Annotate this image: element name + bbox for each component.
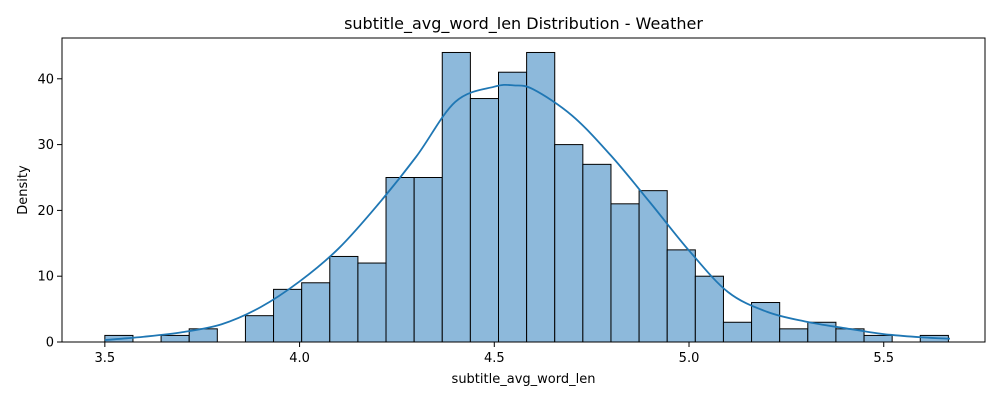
histogram-bar (610, 203, 640, 343)
kde-line (104, 83, 950, 341)
y-tick-label: 0 (46, 336, 54, 351)
histogram-bar (526, 51, 556, 343)
histogram-bar (751, 302, 781, 343)
histogram-bar (582, 163, 612, 343)
chart-title: subtitle_avg_word_len Distribution - Wea… (344, 14, 703, 34)
histogram-bar (301, 282, 331, 343)
kde-group (104, 83, 950, 341)
histogram-bar (554, 144, 584, 343)
bars-group (104, 51, 949, 343)
histogram-bar (722, 321, 753, 343)
y-tick-label: 30 (37, 138, 54, 153)
y-axis: 0 10 20 30 40 (37, 72, 62, 351)
y-axis-label: Density (16, 165, 31, 215)
x-tick-label: 4.5 (484, 351, 505, 366)
y-tick-label: 40 (37, 72, 54, 87)
histogram-bar (357, 262, 387, 343)
y-tick-label: 10 (37, 270, 54, 285)
histogram-bar (413, 177, 443, 343)
x-tick-label: 5.0 (679, 351, 700, 366)
histogram-bar (244, 315, 275, 343)
histogram-bar (863, 334, 893, 343)
x-tick-label: 3.5 (94, 351, 115, 366)
x-axis: 3.5 4.0 4.5 5.0 5.5 (94, 342, 894, 366)
x-tick-label: 4.0 (289, 351, 310, 366)
histogram-bar (385, 177, 415, 343)
histogram-bar (469, 98, 500, 343)
histogram-bar (638, 190, 668, 343)
histogram-bar (498, 71, 528, 343)
histogram-bar (779, 328, 809, 343)
y-tick-label: 20 (37, 204, 54, 219)
histogram-bar (160, 334, 190, 343)
x-tick-label: 5.5 (873, 351, 894, 366)
histogram-bar (666, 249, 696, 343)
plot-frame (61, 37, 986, 343)
histogram-bar (441, 51, 471, 343)
histogram-bar (329, 255, 359, 343)
x-axis-label: subtitle_avg_word_len (452, 372, 596, 387)
histogram-bar (694, 275, 724, 343)
histogram-bar (273, 288, 303, 343)
